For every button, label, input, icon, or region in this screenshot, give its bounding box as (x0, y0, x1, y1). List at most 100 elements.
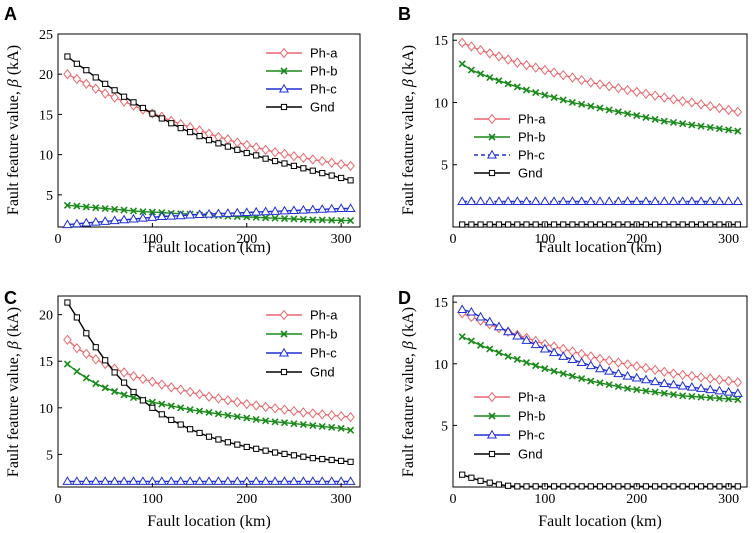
panel-a-series-ph-a-point (318, 155, 327, 167)
panel-d-series-ph-c-point (604, 365, 615, 375)
panel-c-series-ph-c-point (185, 476, 196, 485)
panel-a-series-ph-b-point (328, 216, 336, 224)
panel-c-series-gnd-point (224, 439, 231, 446)
panel-a-series-gnd-point (253, 152, 260, 159)
panel-c-series-gnd-point (328, 456, 335, 464)
panel-b-series-ph-b-point (559, 96, 567, 104)
panel-b-xtick-label: 100 (534, 232, 555, 247)
panel-c-series-ph-a-point (223, 395, 233, 406)
panel-d-legend-ph-b-label: Ph-b (518, 409, 545, 424)
panel-d-legend-box (470, 386, 566, 466)
panel-b-legend-ph-c-label: Ph-c (518, 148, 545, 163)
panel-b-xlabel: Fault location (km) (538, 239, 662, 256)
panel-b-series-ph-b-point (605, 106, 613, 114)
panel-b-series-ph-a-point (540, 64, 550, 76)
panel-d-legend: Ph-a Ph-b Ph-c Gnd (470, 386, 566, 466)
panel-a-legend: Ph-a Ph-b Ph-c Gnd (262, 42, 358, 118)
panel-c-series-ph-a-point (195, 389, 204, 400)
panel-a-series-ph-b-point (337, 216, 345, 224)
panel-b-series-ph-b-point (578, 100, 586, 108)
panel-d-series-ph-a-point (706, 373, 715, 384)
panel-a-series-ph-b-point (148, 208, 156, 216)
panel-d-series-gnd-point (560, 483, 567, 490)
panel-b-ytick-label: 15 (434, 34, 448, 49)
panel-b-series-ph-a-point (604, 81, 614, 92)
panel-c-series-ph-b-point (158, 400, 166, 408)
panel-b-series-ph-a-point (660, 92, 669, 103)
panel-a-series-ph-c-point (232, 207, 243, 217)
panel-d-series-gnd-point (578, 483, 585, 490)
panel-a-series-gnd-point (177, 124, 184, 132)
panel-b-legend-ph-b-marker (488, 133, 496, 141)
panel-c-series-gnd-point (196, 429, 203, 437)
panel-b-series-ph-c-point (503, 196, 514, 205)
panel-b-series-ph-c-point (484, 196, 495, 205)
panel-c-series-ph-b-point (129, 393, 138, 402)
panel-d-series-ph-b-point (522, 358, 531, 367)
panel-b-series-ph-b-point (734, 127, 742, 135)
panel-b-series-gnd-point (505, 221, 512, 228)
panel-b-series-gnd-point (661, 221, 668, 228)
panel-b-series-gnd-point (486, 221, 493, 228)
panel-b-series-ph-a-point (577, 74, 586, 86)
panel-b-series-ph-a-point (678, 96, 687, 107)
panel-d-series-gnd-point (652, 483, 659, 490)
panel-d-series-ph-c-point (723, 386, 734, 396)
panel-a-series-ph-a-point (63, 69, 72, 80)
panel-c-ytick-label: 20 (39, 309, 53, 324)
panel-d-series-ph-b-point (697, 393, 705, 401)
panel-a-legend-gnd-label: Gnd (310, 100, 335, 115)
panel-b: B 0 100 200 300 5 10 15 Fault location (km) Fa… (398, 4, 748, 256)
panel-a-series-ph-c-point (241, 207, 252, 217)
panel-a-series-gnd-point (205, 137, 213, 144)
panel-a-series-ph-b-point (101, 204, 109, 213)
panel-c-series-gnd-point (139, 397, 147, 404)
panel-b-series-ph-b-point (458, 60, 466, 68)
panel-a-series-ph-b-point (290, 215, 298, 223)
panel-b-series-ph-a-point (457, 37, 467, 48)
panel-b-series-ph-a-point (623, 84, 632, 96)
panel-a-series-ph-b-point (111, 205, 119, 213)
panel-d-series-gnd-point (642, 483, 650, 490)
panel-c-series-gnd-point (130, 388, 137, 396)
panel-b-series-ph-a-point (614, 82, 623, 94)
panel-d-series-gnd-point (569, 483, 576, 490)
panel-b-letter: B (398, 4, 411, 24)
panel-c-series-ph-a-point (129, 370, 138, 382)
panel-c-series-ph-b-point (63, 360, 72, 368)
panel-b-series-ph-c-point (466, 196, 477, 205)
panel-d-series-ph-a-point (715, 374, 724, 385)
panel-a-series-ph-c-point (118, 214, 130, 224)
panel-d-series-ph-c-point (650, 376, 661, 386)
panel-b-series-ph-a-point (595, 79, 605, 90)
panel-c-series-ph-a-point (308, 408, 318, 419)
panel-c-series-ph-c-point (71, 476, 82, 485)
panel-d-series-ph-a-point (660, 366, 669, 377)
panel-b-series-gnd-point (716, 221, 723, 228)
panel-a-series-ph-a-point (261, 144, 270, 155)
panel-d-series-ph-c-point (732, 388, 743, 397)
panel-b-series-ph-b-point (522, 86, 531, 94)
panel-b-series-gnd-point (523, 221, 530, 228)
panel-b-legend-box (470, 108, 566, 184)
panel-d-series-ph-c-point (714, 385, 725, 395)
panel-c-legend-ph-b-label: Ph-b (310, 327, 337, 342)
panel-c-ytick-label: 5 (46, 448, 53, 463)
panel-d-series-ph-a-point (623, 359, 632, 370)
panel-c-series-ph-a-point (204, 391, 214, 402)
panel-c-series-gnd-point (92, 344, 99, 351)
panel-c-series-ph-c-point (298, 476, 309, 485)
panel-a-series-gnd-point (319, 170, 326, 177)
panel-d-series-ph-a-point (641, 362, 651, 374)
panel-b-series-ph-c-point (594, 196, 606, 205)
panel-c-series-ph-c-point (232, 476, 243, 485)
panel-a-series-ph-c-point (307, 204, 318, 214)
panel-b-series-ph-c-point (677, 196, 688, 205)
panel-c-series-gnd-point (64, 299, 71, 306)
panel-d-series-gnd-point (532, 483, 539, 490)
panel-d-series-gnd-point (624, 483, 631, 490)
panel-b-series-ph-a-point (522, 59, 531, 71)
panel-d-series-gnd-point (679, 483, 686, 490)
panel-b-series-gnd-point (587, 221, 594, 228)
panel-d-series-ph-a-point (632, 361, 641, 372)
